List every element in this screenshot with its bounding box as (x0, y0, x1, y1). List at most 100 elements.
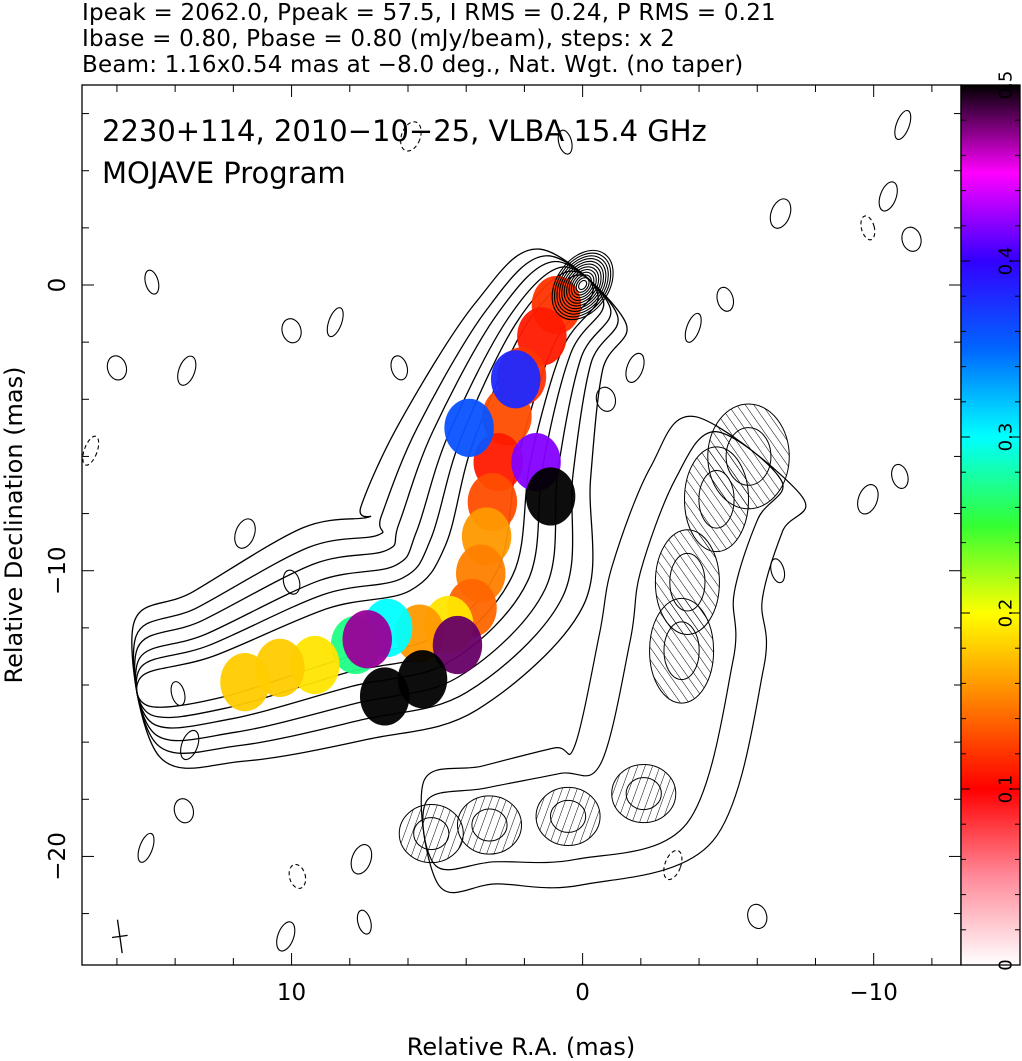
polarized-intensity-outer-contour (420, 415, 807, 894)
core-contour (568, 269, 597, 301)
polarized-intensity-contour (471, 808, 508, 842)
polarization-patch (525, 467, 576, 526)
evpa-hatched-region (611, 763, 677, 824)
evpa-hatched-region (398, 803, 464, 864)
core-contour (554, 252, 612, 318)
noise-contour-island (82, 435, 100, 466)
x-tick-label: 10 (277, 980, 306, 1006)
polarization-patch (342, 610, 392, 669)
y-axis-label: Relative Declination (mas) (0, 366, 28, 683)
header-line-3: Beam: 1.16x0.54 mas at −8.0 deg., Nat. W… (82, 52, 744, 78)
noise-contour-island (106, 355, 128, 381)
map-title: 2230+114, 2010−10−25, VLBA 15.4 GHz (102, 114, 707, 148)
noise-contour-island (860, 215, 876, 241)
beam-marker (111, 919, 128, 954)
polarized-intensity-contours (398, 403, 807, 894)
colorbar-tick-label: 0.5 (996, 71, 1017, 100)
noise-contour-island (326, 307, 344, 338)
polarized-intensity-contour (549, 799, 587, 833)
noise-contour-island (557, 129, 573, 155)
noise-contour-island (234, 518, 256, 549)
noise-contour-island (173, 798, 195, 824)
core-contour (556, 255, 609, 315)
intensity-contour (131, 248, 628, 769)
polarized-intensity-contour (413, 817, 450, 851)
colorbar (960, 84, 1021, 966)
noise-contour-island (350, 844, 373, 875)
fractional-polarization-layer (220, 275, 582, 726)
polarization-patch (444, 398, 494, 457)
y-tick-label: −20 (45, 832, 71, 881)
noise-contour-island (684, 312, 702, 343)
core-contour (566, 266, 600, 304)
polarization-patch (397, 650, 448, 709)
colorbar-tick-label: 0 (996, 959, 1017, 970)
noise-contour-island (281, 318, 302, 344)
axis-ticks: 10 0 −10 0 −10 −20 (45, 85, 961, 1006)
intensity-contour (132, 255, 619, 754)
evpa-hatched-region (535, 786, 601, 847)
polarization-patch (490, 350, 541, 409)
polarization-patch (220, 653, 270, 712)
core-contour (578, 279, 588, 291)
noise-contour-island (144, 269, 160, 295)
core-contour (561, 260, 605, 310)
noise-contour-island (770, 558, 786, 584)
polarized-intensity-contour (698, 469, 735, 529)
noise-contour-island (663, 849, 683, 881)
header-line-1: Ipeak = 2062.0, Ppeak = 57.5, I RMS = 0.… (82, 0, 776, 26)
colorbar-tick-label: 0.3 (996, 423, 1017, 452)
map-subtitle: MOJAVE Program (102, 156, 346, 190)
noise-contour-island (769, 198, 792, 229)
evpa-hatched-region (683, 446, 750, 553)
polarized-intensity-contour (422, 430, 784, 871)
noise-contour-island (891, 463, 909, 489)
noise-contour-island (894, 109, 912, 141)
noise-contour-island (288, 863, 307, 889)
core-contours (551, 249, 614, 321)
noise-contour-island (180, 729, 200, 761)
noise-contour-island (878, 181, 898, 212)
beam-cross (111, 919, 128, 954)
noise-contour-island (390, 355, 409, 381)
noise-contour-island (170, 681, 186, 707)
header-line-2: Ibase = 0.80, Pbase = 0.80 (mJy/beam), s… (82, 26, 675, 52)
core-contour (551, 249, 614, 321)
noise-contour-island (716, 286, 735, 312)
noise-contour-island (857, 484, 879, 515)
noise-contour-island (356, 909, 372, 935)
colorbar-tick-label: 0.2 (996, 599, 1017, 628)
y-tick-label: 0 (45, 278, 71, 293)
core-contour (573, 274, 593, 296)
polarization-patch (432, 615, 483, 675)
colorbar-tick-label: 0.4 (996, 247, 1017, 276)
core-contour (563, 263, 602, 307)
noise-contour-islands (82, 109, 922, 952)
noise-contour-island (625, 352, 645, 383)
x-tick-label: 0 (575, 980, 590, 1006)
polarized-intensity-contour (663, 621, 700, 681)
colorbar-ticks: 0 0.1 0.2 0.3 0.4 0.5 (961, 71, 1020, 971)
y-tick-label: −10 (45, 546, 71, 595)
noise-contour-island (276, 921, 296, 952)
noise-contour-island (137, 832, 155, 863)
core-contour (570, 271, 595, 299)
polarization-patch (359, 667, 410, 726)
noise-contour-island (747, 903, 768, 930)
beam-minor-axis (111, 934, 128, 939)
noise-contour-island (282, 569, 301, 595)
noise-contour-island (901, 226, 922, 252)
polarized-intensity-contour (625, 777, 662, 811)
x-tick-label: −10 (849, 980, 898, 1006)
noise-contour-island (177, 355, 197, 386)
plot-frame (81, 84, 962, 966)
noise-contour-island (595, 386, 617, 412)
colorbar-tick-label: 0.1 (996, 775, 1017, 804)
core-contour (575, 277, 590, 293)
core-contour (558, 258, 607, 312)
x-axis-label: Relative R.A. (mas) (407, 1033, 635, 1061)
evpa-hatched-region (649, 597, 715, 704)
evpa-hatched-region (456, 795, 522, 855)
noise-contour-island (400, 121, 422, 152)
